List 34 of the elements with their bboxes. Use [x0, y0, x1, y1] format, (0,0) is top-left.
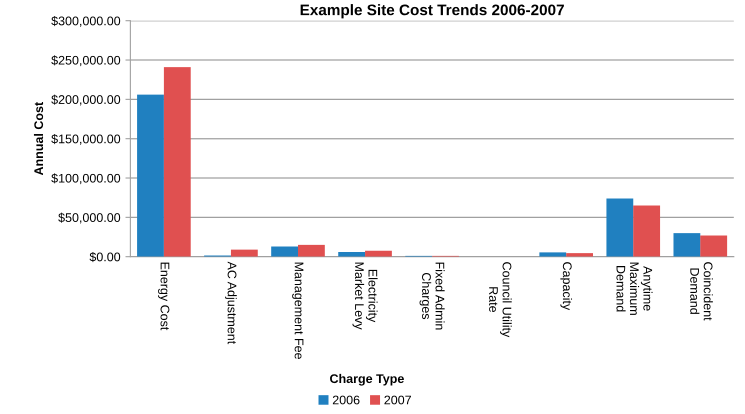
- x-tick-label: Council Utility Rate: [489, 262, 512, 338]
- bar: [230, 250, 258, 257]
- x-tick-label: Anytime Maximum Demand: [616, 262, 653, 315]
- y-tick-label: $0.00: [90, 252, 120, 262]
- bar: [539, 252, 566, 257]
- bar: [298, 244, 325, 257]
- x-tick-label: Energy Cost: [158, 262, 170, 330]
- bar: [700, 235, 728, 257]
- y-tick-label: $50,000.00: [58, 212, 120, 224]
- chart-title: Example Site Cost Trends 2006-2007: [300, 4, 564, 18]
- y-tick-label: $300,000.00: [51, 16, 120, 27]
- bar: [137, 94, 164, 257]
- x-tick-label: AC Adjustment: [225, 262, 237, 344]
- x-tick-label: Management Fee: [292, 262, 304, 359]
- x-tick-label: Electricity Market Levy: [352, 262, 378, 330]
- y-tick-label: $100,000.00: [51, 173, 120, 184]
- bar: [365, 250, 392, 257]
- y-tick-label: $250,000.00: [51, 55, 120, 66]
- legend-label: 2006: [332, 396, 360, 404]
- y-axis-title: Annual Cost: [34, 102, 44, 176]
- bar: [566, 253, 594, 257]
- bar: [164, 67, 191, 257]
- bar: [673, 233, 700, 257]
- y-tick-label: $150,000.00: [51, 134, 120, 145]
- bar: [606, 198, 634, 257]
- x-tick-label: Coincident Demand: [690, 262, 713, 321]
- legend-label: 2007: [384, 396, 411, 404]
- x-tick-label: Capacity: [560, 262, 572, 310]
- bar: [633, 206, 660, 257]
- x-tick-label: Fixed Admin Charges: [420, 262, 445, 330]
- x-axis-title: Charge Type: [330, 374, 404, 386]
- bar: [338, 252, 366, 257]
- bar: [271, 246, 298, 257]
- y-tick-label: $200,000.00: [51, 94, 120, 106]
